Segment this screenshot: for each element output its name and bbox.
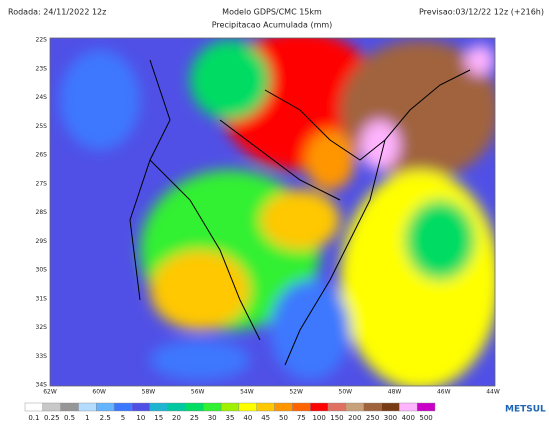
colorbar-swatch	[381, 402, 400, 412]
colorbar-label: 1	[85, 414, 89, 422]
colorbar-label: 45	[261, 414, 270, 422]
colorbar-label: 25	[190, 414, 199, 422]
longitude-label: 48W	[388, 389, 402, 396]
colorbar-swatch	[416, 402, 436, 412]
colorbar-swatch	[113, 402, 133, 412]
colorbar-swatch	[185, 402, 204, 412]
colorbar-swatch	[399, 402, 418, 412]
subtitle: Precipitacao Acumulada (mm)	[212, 21, 333, 30]
colorbar-swatch	[220, 402, 240, 412]
colorbar-label: 50	[279, 414, 288, 422]
latitude-label: 23S	[36, 65, 48, 72]
latitude-label: 30S	[36, 267, 48, 274]
latitude-label: 34S	[36, 382, 48, 389]
map	[50, 38, 495, 386]
colorbar-label: 35	[226, 414, 235, 422]
longitude-label: 46W	[437, 389, 451, 396]
latitude-label: 26S	[36, 152, 48, 159]
latitude-label: 29S	[36, 238, 48, 245]
colorbar-swatch	[292, 402, 311, 412]
colorbar-label: 5	[121, 414, 125, 422]
longitude-label: 52W	[289, 389, 303, 396]
latitude-label: 28S	[36, 209, 48, 216]
run-label: Rodada: 24/11/2022 12z	[8, 8, 106, 17]
latitude-label: 31S	[36, 295, 48, 302]
colorbar-label: 2.5	[100, 414, 111, 422]
colorbar-swatch	[238, 402, 257, 412]
colorbar-swatch	[149, 402, 168, 412]
colorbar-swatch	[274, 402, 293, 412]
colorbar-label: 20	[172, 414, 181, 422]
colorbar-label: 150	[330, 414, 343, 422]
colorbar-swatch	[60, 402, 79, 412]
longitude-label: 50W	[339, 389, 353, 396]
colorbar-label: 0.25	[44, 414, 60, 422]
colorbar-swatch	[310, 402, 329, 412]
longitude-label: 54W	[240, 389, 254, 396]
logo: METSUL	[505, 405, 546, 415]
latitude-label: 25S	[36, 123, 48, 130]
longitude-label: 44W	[486, 389, 500, 396]
colorbar-label: 15	[154, 414, 163, 422]
colorbar-swatch	[167, 402, 186, 412]
colorbar-swatch	[363, 402, 382, 412]
colorbar-label: 0.1	[28, 414, 39, 422]
longitude-label: 60W	[92, 389, 106, 396]
colorbar-label: 10	[136, 414, 145, 422]
colorbar-swatch	[203, 402, 222, 412]
latitude-label: 33S	[36, 353, 48, 360]
colorbar-label: 100	[312, 414, 325, 422]
colorbar-label: 400	[402, 414, 415, 422]
colorbar-swatch	[327, 402, 347, 412]
longitude-label: 56W	[191, 389, 205, 396]
latitude-label: 32S	[36, 324, 48, 331]
colorbar-label: 300	[384, 414, 397, 422]
colorbar-swatch	[96, 402, 115, 412]
colorbar-label: 0.5	[64, 414, 75, 422]
colorbar-swatch	[131, 402, 150, 412]
model-label: Modelo GDPS/CMC 15km	[222, 8, 322, 17]
colorbar-label: 250	[366, 414, 379, 422]
colorbar-label: 75	[297, 414, 306, 422]
colorbar-swatch	[345, 402, 364, 412]
colorbar-swatch	[78, 402, 97, 412]
colorbar-label: 500	[419, 414, 432, 422]
latitude-label: 27S	[36, 180, 48, 187]
longitude-label: 62W	[43, 389, 57, 396]
colorbar-swatch	[256, 402, 275, 412]
longitude-label: 58W	[142, 389, 156, 396]
colorbar-label: 30	[208, 414, 217, 422]
latitude-label: 24S	[36, 94, 48, 101]
colorbar-swatch	[42, 402, 61, 412]
colorbar-swatch	[24, 402, 44, 412]
colorbar-label: 200	[348, 414, 361, 422]
map-frame	[49, 37, 496, 387]
latitude-label: 22S	[36, 37, 48, 44]
forecast-label: Previsao:03/12/22 12z (+216h)	[419, 8, 544, 17]
colorbar-label: 40	[243, 414, 252, 422]
